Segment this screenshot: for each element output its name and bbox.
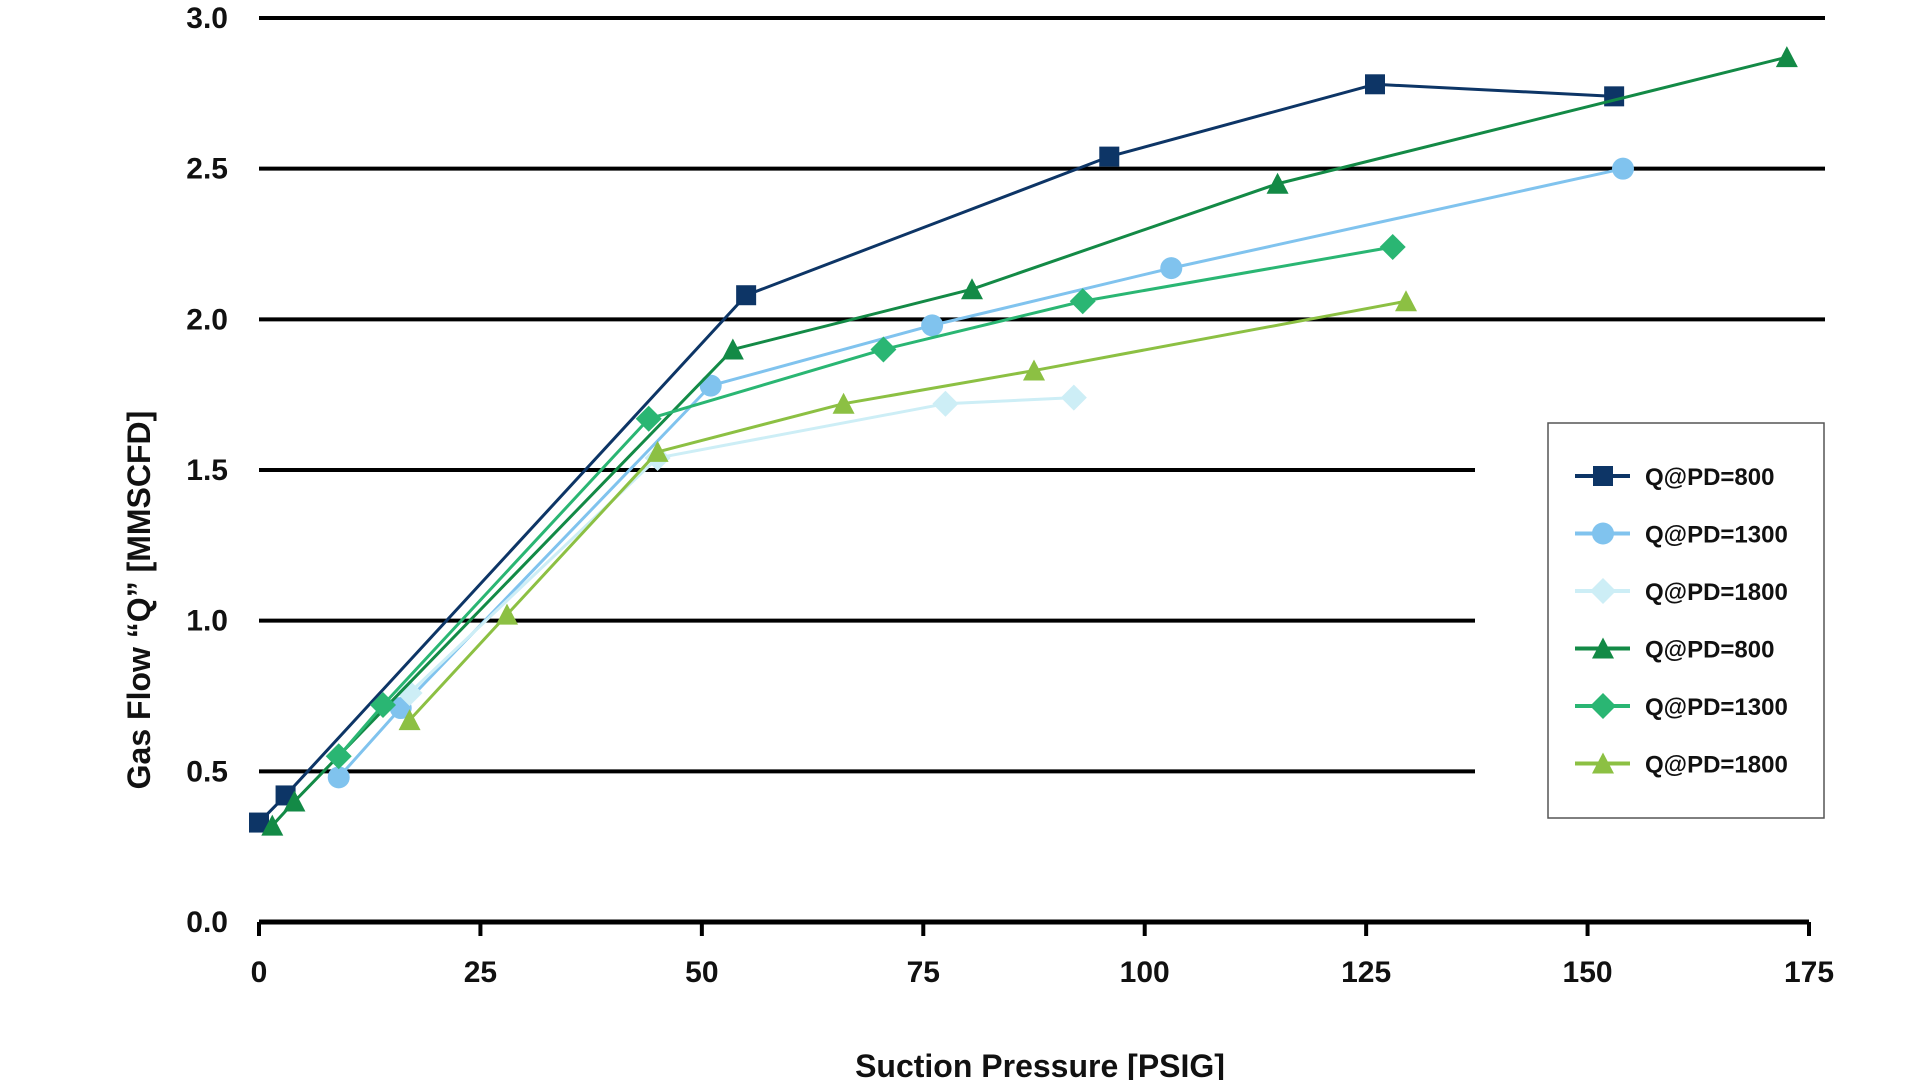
axes: 0 25 50 75 100 125 150 175 0.0 0.5 1.0 1.5 2.0 2.5 3.0 [186, 2, 1834, 989]
legend-item: Q@PD=800 [1575, 464, 1774, 491]
legend-item: Q@PD=1800 [1575, 752, 1788, 779]
data-point [1395, 290, 1417, 312]
series [327, 157, 1634, 789]
legend-item: Q@PD=800 [1575, 637, 1774, 664]
data-point [932, 390, 959, 417]
y-tick-label: 0.5 [186, 755, 228, 788]
legend-marker [1592, 522, 1614, 545]
data-point [1612, 157, 1634, 180]
data-point [327, 766, 350, 789]
data-point [398, 709, 421, 731]
series-line [337, 167, 1624, 779]
data-point [283, 790, 306, 812]
data-point [1099, 146, 1120, 167]
data-point [736, 285, 757, 306]
series [398, 290, 1417, 731]
data-point [721, 338, 744, 360]
legend-label: Q@PD=800 [1645, 464, 1774, 491]
series-line [337, 245, 1393, 758]
legend-label: Q@PD=800 [1645, 637, 1774, 664]
x-tick-label: 125 [1341, 956, 1391, 989]
data-point [1069, 288, 1096, 315]
y-tick-label: 3.0 [186, 2, 228, 35]
series [249, 74, 1625, 833]
legend-marker [1592, 752, 1614, 774]
legend-label: Q@PD=1800 [1645, 579, 1788, 606]
data-point [370, 692, 396, 719]
x-tick-label: 150 [1563, 956, 1613, 989]
series-line [257, 82, 1615, 824]
x-tick-label: 175 [1784, 956, 1834, 989]
data-point [1379, 234, 1406, 261]
x-tick-label: 75 [907, 956, 940, 989]
data-point [261, 814, 284, 836]
x-tick-label: 0 [251, 956, 268, 989]
legend-item: Q@PD=1800 [1575, 578, 1788, 606]
legend-item: Q@PD=1300 [1575, 522, 1788, 549]
data-point [1266, 172, 1289, 194]
legend-item: Q@PD=1300 [1575, 693, 1788, 721]
y-tick-label: 2.0 [186, 303, 228, 336]
y-tick-label: 2.5 [186, 153, 228, 186]
data-point [961, 278, 983, 300]
data-point [699, 374, 722, 397]
y-tick-label: 1.0 [186, 605, 228, 638]
legend-marker [1590, 693, 1616, 719]
legend-label: Q@PD=1300 [1645, 694, 1788, 721]
data-point [646, 440, 669, 462]
data-point [870, 336, 897, 363]
data-point [832, 392, 855, 414]
plot-area [249, 46, 1798, 836]
series-line [408, 396, 1074, 695]
legend-box [1547, 422, 1825, 819]
data-point [1060, 384, 1087, 411]
y-axis-title: Gas Flow “Q” [MMSCFD] [121, 411, 157, 790]
series [396, 384, 1087, 706]
x-tick-label: 50 [685, 956, 718, 989]
legend-marker [1593, 466, 1613, 486]
data-point [1365, 74, 1385, 95]
data-point [1160, 257, 1183, 280]
legend-marker [1590, 578, 1616, 604]
y-tick-label: 1.5 [186, 454, 228, 487]
data-point [396, 679, 423, 706]
data-point [635, 405, 662, 432]
data-point [249, 812, 269, 833]
data-point [1775, 46, 1798, 68]
legend-label: Q@PD=1300 [1645, 522, 1788, 549]
data-point [496, 603, 518, 625]
x-axis-title: Suction Pressure [PSIG] [855, 1048, 1225, 1080]
legend-marker [1592, 637, 1614, 659]
legend: Q@PD=800 Q@PD=1300 Q@PD=1800 Q@PD=800 Q@PD=1… [1547, 422, 1825, 819]
series [325, 234, 1406, 770]
legend-label: Q@PD=1800 [1645, 752, 1788, 779]
data-point [1023, 359, 1045, 381]
series-line [408, 299, 1407, 722]
x-tick-label: 25 [464, 956, 497, 989]
data-point [921, 314, 944, 337]
y-tick-label: 0.0 [186, 906, 228, 939]
data-point [325, 743, 352, 770]
series [261, 46, 1798, 836]
x-tick-label: 100 [1120, 956, 1170, 989]
